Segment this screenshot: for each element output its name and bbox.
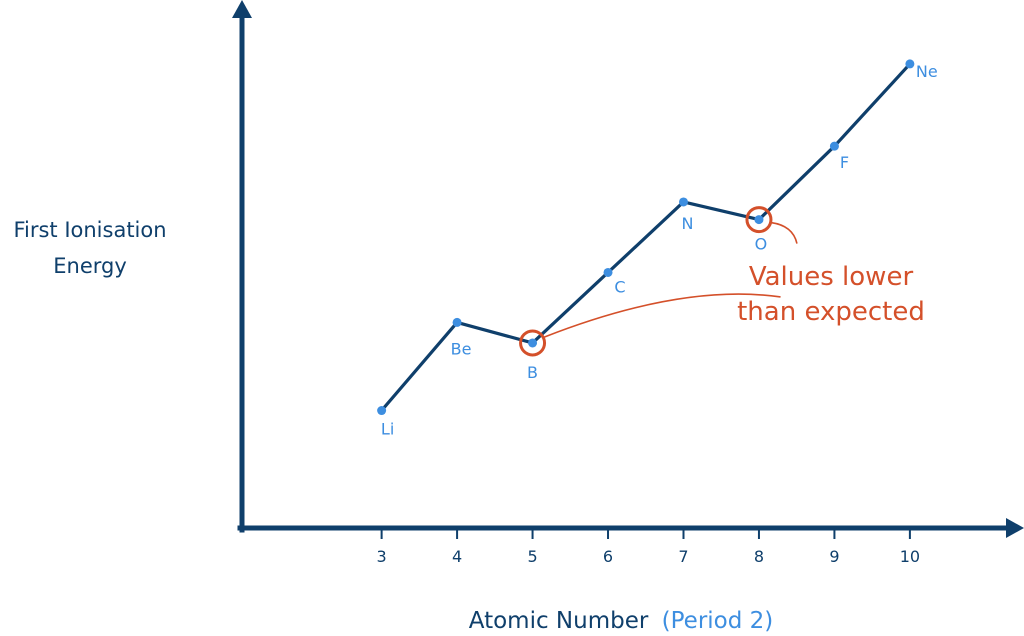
x-tick-label: 4 — [452, 547, 462, 566]
point-label-N: N — [682, 214, 694, 233]
series-polyline — [380, 62, 912, 412]
x-tick-label: 5 — [527, 547, 537, 566]
y-axis-arrow-icon — [232, 0, 252, 18]
highlight-circle-O — [745, 206, 773, 234]
point-label-B: B — [527, 363, 538, 382]
x-axis-title: Atomic Number (Period 2) — [469, 608, 774, 634]
x-tick-label: 3 — [377, 547, 387, 566]
annotation-connectors — [544, 221, 798, 338]
annotation-text-line2: than expected — [737, 297, 925, 327]
point-label-O: O — [755, 235, 768, 254]
data-points — [377, 59, 915, 416]
data-point-O — [754, 215, 764, 225]
data-point-N — [678, 197, 688, 207]
data-point-Be — [452, 317, 462, 327]
x-axis-title-suffix: (Period 2) — [662, 608, 774, 634]
y-axis-title-line1: First Ionisation — [13, 218, 166, 242]
point-label-Li: Li — [381, 420, 394, 439]
data-point-Ne — [905, 59, 915, 69]
data-point-C — [603, 267, 613, 277]
x-tick-label: 10 — [900, 547, 920, 566]
point-label-F: F — [840, 153, 849, 172]
data-point-B — [528, 338, 538, 348]
highlight-circle-B — [519, 329, 547, 357]
data-point-F — [829, 141, 839, 151]
series-line — [380, 62, 912, 412]
x-axis-title-main: Atomic Number — [469, 608, 649, 634]
x-axis-arrow-icon — [1006, 518, 1024, 538]
annotation-connector-O — [770, 221, 798, 244]
y-axis-title-line2: Energy — [53, 254, 127, 278]
point-label-Be: Be — [451, 339, 472, 358]
x-ticks — [380, 530, 911, 539]
point-label-Ne: Ne — [916, 62, 938, 81]
x-tick-label: 6 — [603, 547, 613, 566]
point-labels: Li Be B C N O F Ne — [381, 62, 938, 439]
highlight-circles — [519, 206, 773, 357]
annotation-connector-B — [544, 293, 781, 338]
x-tick-labels: 3 4 5 6 7 8 9 10 — [377, 547, 921, 566]
x-tick-label: 8 — [754, 547, 764, 566]
point-label-C: C — [614, 277, 625, 296]
x-tick-label: 9 — [829, 547, 839, 566]
x-tick-label: 7 — [678, 547, 688, 566]
annotation-text-line1: Values lower — [749, 262, 914, 292]
data-point-Li — [377, 406, 387, 416]
